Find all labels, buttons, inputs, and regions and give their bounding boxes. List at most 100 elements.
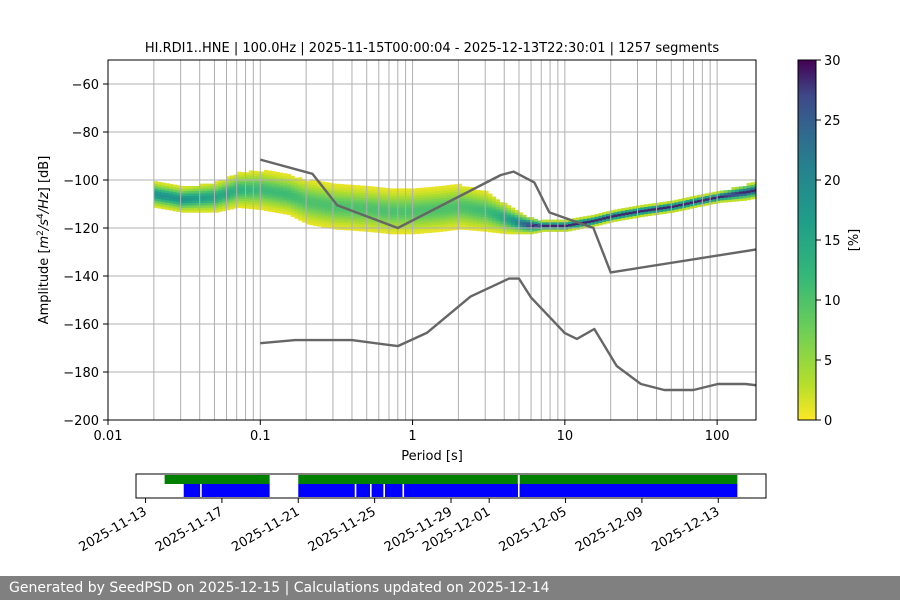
ppsd-cell — [207, 202, 212, 206]
ppsd-cell — [450, 184, 455, 188]
ppsd-cell — [720, 200, 725, 203]
ppsd-cell — [313, 220, 318, 224]
ppsd-cell — [712, 194, 717, 197]
ppsd-cell — [419, 192, 424, 196]
ppsd-cell — [427, 189, 432, 193]
ppsd-cell — [408, 190, 413, 194]
ppsd-cell — [511, 231, 516, 235]
ppsd-cell — [233, 177, 238, 180]
ppsd-cell — [324, 213, 329, 217]
ppsd-cell — [746, 187, 751, 191]
ppsd-cell — [446, 187, 451, 191]
ppsd-cell — [309, 196, 314, 199]
ppsd-cell — [590, 219, 595, 223]
ppsd-cell — [321, 205, 326, 209]
ppsd-cell — [400, 212, 405, 216]
ppsd-cell — [697, 199, 702, 203]
ppsd-cell — [176, 202, 181, 205]
ppsd-cell — [248, 199, 253, 202]
ppsd-cell — [393, 190, 398, 194]
ppsd-cell — [172, 191, 177, 195]
ppsd-cell — [381, 197, 386, 200]
ppsd-cell — [343, 194, 348, 197]
ppsd-cell — [412, 205, 417, 208]
ppsd-cell — [305, 221, 310, 225]
ppsd-cell — [321, 215, 326, 218]
ppsd-cell — [256, 171, 261, 174]
ppsd-cell — [446, 206, 451, 210]
ppsd-cell — [169, 191, 174, 194]
ppsd-cell — [294, 208, 299, 212]
ppsd-cell — [283, 204, 288, 208]
ppsd-cell — [370, 205, 375, 209]
ppsd-cell — [195, 205, 200, 208]
ppsd-cell — [222, 201, 227, 204]
ppsd-cell — [503, 205, 508, 208]
ppsd-cell — [507, 214, 512, 218]
ppsd-cell — [742, 186, 747, 189]
ppsd-cell — [161, 194, 166, 198]
ppsd-cell — [298, 196, 303, 200]
ppsd-cell — [214, 210, 219, 213]
ppsd-cell — [351, 196, 356, 200]
ppsd-cell — [750, 187, 755, 190]
ppsd-cell — [435, 188, 440, 192]
ppsd-cell — [351, 204, 356, 207]
ppsd-cell — [446, 194, 451, 198]
ppsd-cell — [647, 203, 652, 207]
ppsd-cell — [583, 221, 588, 224]
ppsd-cell — [408, 205, 413, 208]
ppsd-cell — [385, 195, 390, 198]
ppsd-cell — [336, 207, 341, 211]
ppsd-cell — [754, 186, 756, 190]
ppsd-cell — [214, 200, 219, 204]
ppsd-cell — [241, 174, 246, 178]
ppsd-cell — [195, 200, 200, 204]
ppsd-cell — [347, 211, 352, 214]
ppsd-cell — [647, 213, 652, 216]
ppsd-cell — [419, 228, 424, 232]
ppsd-cell — [267, 177, 272, 181]
high-noise-model-line — [259, 158, 756, 274]
ppsd-cell — [716, 198, 721, 201]
ppsd-cell — [533, 228, 538, 232]
ppsd-cell — [476, 202, 481, 205]
ppsd-cell — [290, 190, 295, 193]
ppsd-cell — [518, 222, 523, 225]
ppsd-cell — [701, 203, 706, 207]
ppsd-cell — [275, 191, 280, 194]
ppsd-cell — [351, 223, 356, 226]
ppsd-cell — [503, 209, 508, 213]
ppsd-cell — [165, 188, 170, 191]
ppsd-cell — [469, 227, 474, 231]
ppsd-cell — [644, 211, 649, 215]
ppsd-cell — [621, 212, 626, 216]
ppsd-cell — [313, 206, 318, 210]
ppsd-cell — [321, 219, 326, 223]
ppsd-cell — [157, 184, 162, 187]
ppsd-cell — [397, 202, 402, 206]
ppsd-cell — [609, 210, 614, 213]
ppsd-cell — [317, 224, 322, 227]
ppsd-cell — [450, 196, 455, 200]
ppsd-cell — [210, 188, 215, 192]
ppsd-cell — [473, 211, 478, 214]
ppsd-cell — [214, 202, 219, 206]
timeline-axis: 2025-11-13 2025-11-17 2025-11-21 2025-11-25… — [77, 498, 722, 555]
ppsd-cell — [545, 222, 550, 225]
ppsd-cell — [484, 205, 489, 208]
ppsd-cell — [693, 198, 698, 201]
ppsd-cell — [404, 202, 409, 206]
ppsd-cell — [290, 175, 295, 179]
ppsd-cell — [359, 195, 364, 198]
ppsd-cell — [172, 196, 177, 200]
ppsd-cell — [245, 189, 250, 192]
ppsd-cell — [522, 229, 527, 232]
colorbar-tick-label: 20 — [824, 174, 841, 189]
ppsd-cell — [237, 190, 242, 194]
ppsd-cell — [317, 192, 322, 196]
ppsd-cell — [199, 183, 204, 187]
ppsd-cell — [286, 181, 291, 184]
ppsd-cell — [454, 184, 459, 187]
ppsd-cell — [161, 199, 166, 203]
